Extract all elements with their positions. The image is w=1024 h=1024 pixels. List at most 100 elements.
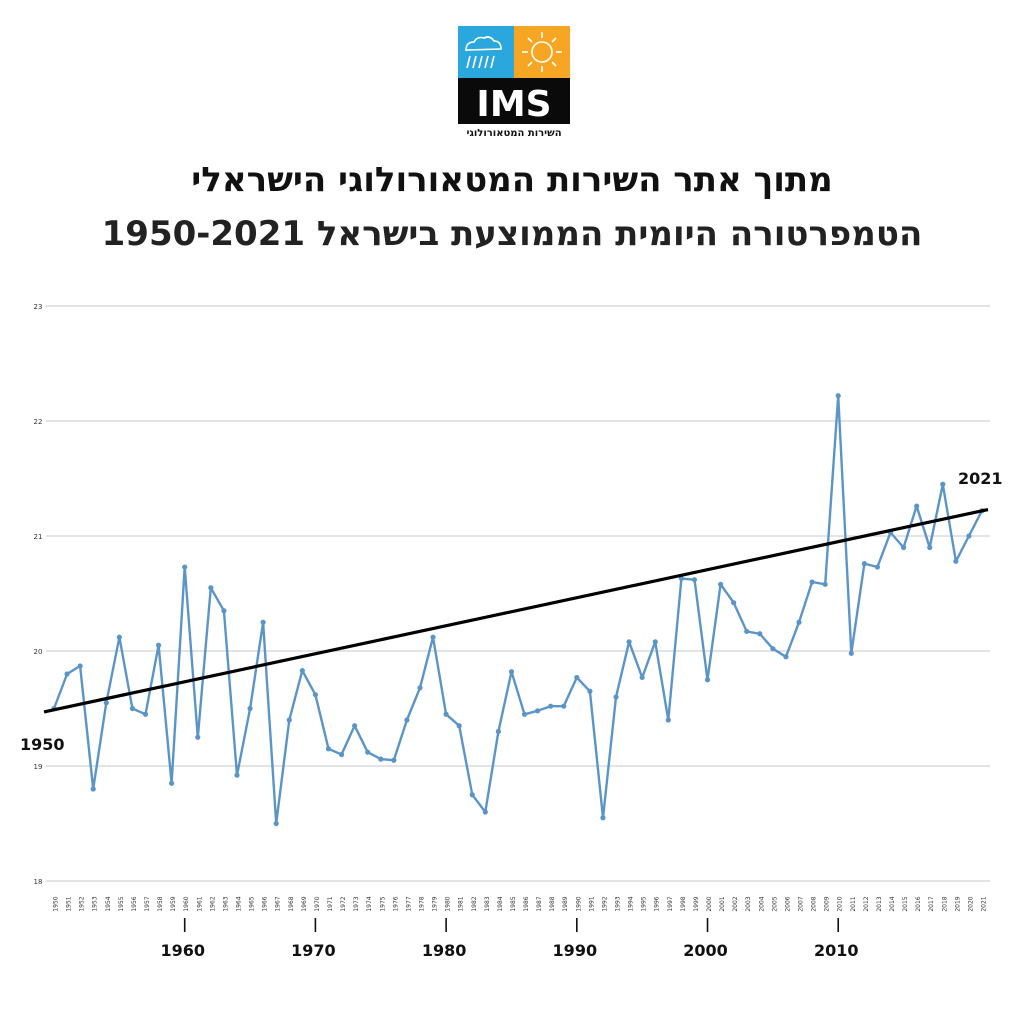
sun-icon [522,32,562,72]
data-point [352,723,358,729]
data-points [51,393,985,827]
data-point [482,809,488,815]
x-tick-labels: 1950 1951 1952 1953 1954 1955 1956 1957 1958 1959… [53,896,988,911]
x-tick-label: 1990 [575,896,582,911]
data-point [299,667,305,674]
x-tick-label: 1950 [53,896,60,911]
x-tick-label: 2010 [837,896,844,911]
decade-label: 2010 [814,941,859,960]
x-tick-label: 2008 [811,896,818,911]
cloud-icon [465,36,502,69]
data-point [325,746,332,752]
x-tick-label: 1986 [523,896,530,911]
x-tick-label: 1980 [445,896,452,911]
decade-label: 1980 [422,941,467,960]
x-tick-label: 2020 [967,896,974,911]
y-tick-label: 19 [34,763,43,771]
x-tick-label: 1975 [379,896,386,911]
data-point [704,677,711,683]
x-tick-label: 2021 [981,896,988,911]
x-tick-label: 1960 [183,896,190,911]
x-tick-label: 1956 [131,896,138,911]
data-point [391,757,397,763]
x-tick-label: 1988 [549,896,556,911]
data-point [600,815,606,821]
data-point [535,708,541,714]
x-tick-label: 1952 [79,896,86,911]
x-tick-label: 2016 [915,896,922,911]
data-point [64,671,70,677]
y-tick-label: 20 [34,648,43,656]
data-point [260,619,266,625]
x-tick-label: 1959 [170,896,177,911]
x-tick-label: 1963 [222,896,229,911]
data-point [155,642,162,648]
x-tick-label: 2007 [798,896,805,911]
x-tick-label: 1968 [288,896,295,911]
x-tick-label: 1951 [66,896,73,911]
data-point [182,564,188,570]
data-point [914,503,920,509]
data-point [247,705,253,712]
data-point [221,608,227,614]
x-tick-label: 1961 [196,896,203,911]
x-tick-label: 1979 [432,896,439,911]
x-tick-label: 1985 [510,896,517,911]
data-point [338,751,345,758]
trend-line [43,507,989,714]
data-point [443,711,449,717]
x-tick-label: 1958 [157,896,164,911]
x-tick-label: 2018 [941,896,948,911]
data-point [940,481,946,487]
x-tick-label: 1999 [693,896,700,911]
y-tick-label: 23 [34,303,43,311]
data-point [835,393,841,399]
data-point [103,700,109,706]
data-point [116,634,122,640]
data-point [495,728,501,735]
x-tick-label: 2013 [876,896,883,911]
decade-labels: 1960 1970 1980 1990 2000 2010 [160,918,858,960]
data-point [744,628,750,635]
x-tick-label: 2001 [719,896,726,911]
x-tick-label: 1964 [235,896,242,911]
chart-subtitle: הטמפרטורה היומית הממוצעת בישראל 1950-202… [101,214,923,254]
data-point [900,544,907,551]
x-tick-label: 1977 [405,896,412,911]
data-point [966,533,972,539]
y-tick-label: 21 [34,533,43,541]
x-tick-label: 1993 [615,896,622,911]
x-tick-label: 1957 [144,896,151,911]
x-tick-label: 1991 [588,896,595,911]
data-point [796,619,802,625]
x-tick-label: 2000 [706,896,713,911]
logo-text: IMS [476,84,551,125]
x-tick-label: 2002 [732,896,739,911]
data-point [312,692,319,698]
x-tick-label: 1971 [327,896,334,911]
decade-label: 2000 [683,941,728,960]
data-point [717,581,724,587]
data-point [639,674,645,681]
data-point [809,579,815,585]
x-tick-label: 1994 [628,896,635,911]
data-point [626,639,632,645]
x-tick-label: 1962 [209,896,216,911]
logo-rain-panel [458,26,514,78]
x-tick-label: 1965 [249,896,256,911]
data-point [874,564,881,570]
x-tick-label: 1976 [392,896,399,911]
x-tick-label: 1953 [92,896,99,911]
x-tick-label: 1987 [536,896,543,911]
x-tick-label: 1967 [275,896,282,911]
grid-lines [46,305,990,882]
data-point [208,585,214,591]
data-point [613,694,619,700]
data-point [404,717,410,723]
series-line [52,394,984,825]
data-point [770,646,776,652]
y-tick-label: 22 [34,418,43,426]
decade-label: 1970 [291,941,336,960]
x-tick-label: 2019 [954,896,961,911]
data-point [234,772,240,778]
